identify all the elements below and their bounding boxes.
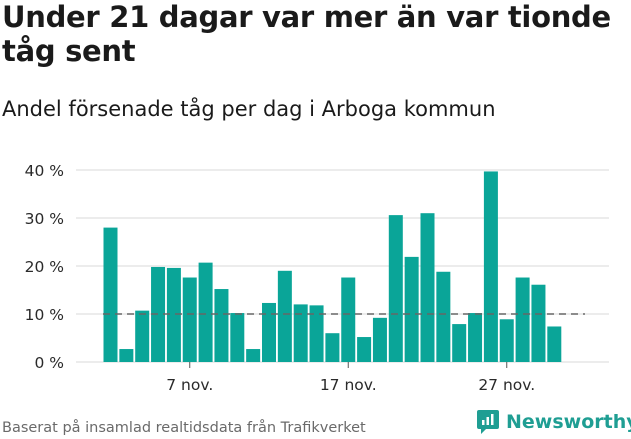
bar[interactable] [230,313,245,362]
bar[interactable] [262,302,276,362]
y-tick-label: 30 % [25,210,64,228]
bar[interactable] [103,227,118,362]
bar[interactable] [325,333,340,362]
bar[interactable] [436,271,451,362]
bar[interactable] [198,262,213,362]
bar[interactable] [483,171,498,362]
bar[interactable] [468,313,483,362]
bar[interactable] [388,215,403,362]
bar[interactable] [547,326,562,362]
y-tick-label: 40 % [25,162,64,180]
bar[interactable] [372,317,387,362]
bar[interactable] [515,277,530,362]
bar[interactable] [277,270,292,362]
bar[interactable] [135,310,150,362]
bar[interactable] [309,305,324,362]
y-tick-label: 0 % [34,354,64,372]
label-layer: 0 % 10 % 20 % 30 % 40 % 7 nov. 17 nov. 27 nov. [25,162,536,394]
chart-subtitle: Andel försenade tåg per dag i Arboga kom… [2,97,496,121]
chart-title: Under 21 dagar var mer än var tionde tåg… [2,0,611,68]
x-tick-label: 27 nov. [478,376,535,394]
x-tick-label: 7 nov. [166,376,213,394]
brand-name: Newsworthy [506,411,631,433]
bar[interactable] [452,324,467,362]
x-tick-label: 17 nov. [320,376,377,394]
bar[interactable] [420,213,435,362]
bar[interactable] [214,289,229,362]
bar[interactable] [293,304,308,362]
bar[interactable] [151,266,166,362]
bar[interactable] [357,337,372,362]
bar[interactable] [531,284,546,362]
bar[interactable] [119,349,134,362]
bar[interactable] [246,349,261,362]
source-note: Baserat på insamlad realtidsdata från Tr… [2,420,366,436]
newsworthy-logo[interactable]: Newsworthy [476,408,631,436]
bar[interactable] [341,277,356,362]
y-tick-label: 20 % [25,258,64,276]
bar[interactable] [166,267,181,362]
bar-layer [103,171,562,362]
bar[interactable] [182,277,197,362]
bar[interactable] [404,256,419,362]
y-tick-label: 10 % [25,306,64,324]
newsworthy-logo-icon [477,410,499,434]
bar[interactable] [499,319,514,362]
